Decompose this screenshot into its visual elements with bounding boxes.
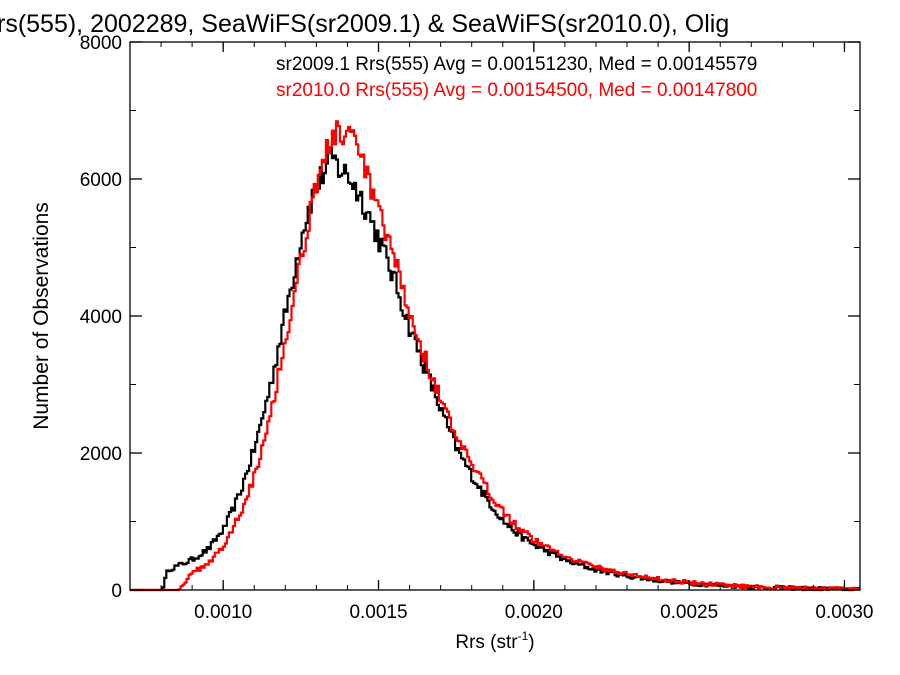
annotation-sr2010: sr2010.0 Rrs(555) Avg = 0.00154500, Med … (276, 80, 757, 101)
x-tick-label: 0.0025 (660, 602, 718, 623)
y-tick-label: 4000 (80, 307, 122, 328)
plot-frame (129, 41, 861, 591)
x-tick-label: 0.0010 (194, 602, 252, 623)
x-axis-label-main: Rrs (str (455, 632, 518, 653)
y-ticks: 0 2000 4000 6000 8000 (80, 33, 860, 602)
series-line-sr2010 (130, 120, 860, 592)
x-tick-label: 0.0030 (815, 602, 873, 623)
y-tick-label: 8000 (80, 33, 122, 54)
annotation-sr2009: sr2009.1 Rrs(555) Avg = 0.00151230, Med … (276, 54, 757, 75)
series-layer (130, 120, 860, 592)
series-line-sr2009 (130, 146, 860, 592)
x-ticks: 0.0010 0.0015 0.0020 0.0025 0.0030 (129, 42, 874, 623)
x-axis-label-end: ) (528, 632, 534, 653)
y-tick-label: 0 (111, 581, 122, 602)
y-axis-label: Number of Observations (30, 202, 53, 430)
y-tick-label: 6000 (80, 170, 122, 191)
x-tick-label: 0.0020 (505, 602, 563, 623)
x-axis-label-superscript: -1 (518, 629, 529, 643)
y-tick-label: 2000 (80, 444, 122, 465)
chart-title: rs(555), 2002289, SeaWiFS(sr2009.1) & Se… (0, 10, 729, 38)
x-axis-label: Rrs (str-1) (455, 629, 534, 653)
x-tick-label: 0.0015 (349, 602, 407, 623)
